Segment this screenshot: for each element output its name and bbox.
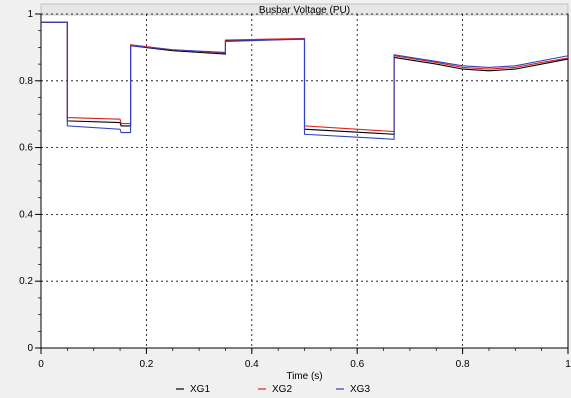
x-tick-label: 0.4: [245, 359, 259, 370]
y-tick-label: 0.6: [19, 143, 33, 154]
x-tick-label: 1: [565, 359, 571, 370]
x-axis-label: Time (s): [286, 371, 322, 382]
title-bar: [40, 3, 569, 16]
y-tick-label: 0.2: [19, 276, 33, 287]
y-tick-label: 0.4: [19, 209, 33, 220]
legend-label-xg1: XG1: [190, 384, 210, 395]
chart-title: Busbar Voltage (PU): [259, 5, 350, 16]
x-tick-label: 0: [38, 359, 44, 370]
series-line-xg2: [41, 21, 569, 133]
x-tick-label: 0.2: [139, 359, 153, 370]
x-tick-label: 0.6: [350, 359, 364, 370]
x-tick-label: 0.8: [456, 359, 470, 370]
series-line-xg3: [41, 21, 569, 140]
y-tick-label: 1: [27, 9, 33, 20]
legend-label-xg3: XG3: [350, 384, 370, 395]
y-tick-label: 0.8: [19, 76, 33, 87]
legend-label-xg2: XG2: [272, 384, 292, 395]
y-tick-label: 0: [27, 343, 33, 354]
